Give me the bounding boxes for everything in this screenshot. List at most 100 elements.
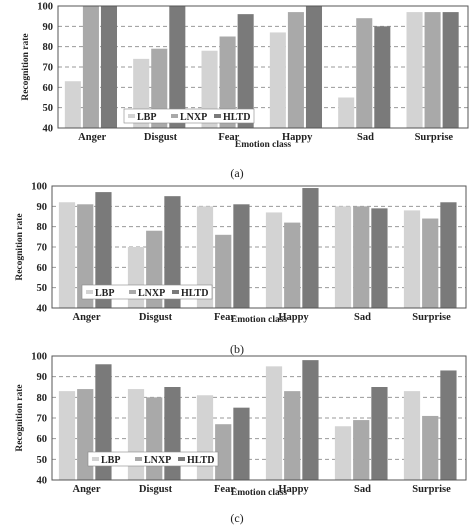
x-tick-label: Sad xyxy=(354,484,371,495)
y-tick-label: 40 xyxy=(37,476,48,487)
bar-lnxp-surprise xyxy=(422,218,439,308)
x-tick-label: Disgust xyxy=(144,132,178,143)
x-tick-label: Surprise xyxy=(412,312,451,323)
bar-lnxp-fear xyxy=(215,234,232,308)
y-axis-title: Recognition rate xyxy=(15,213,25,280)
x-tick-label: Fear xyxy=(214,312,235,323)
bar-lbp-surprise xyxy=(406,12,423,129)
bar-lnxp-fear xyxy=(215,424,232,480)
x-tick-label: Happy xyxy=(278,484,309,495)
legend: LBP LNXP HLTD xyxy=(87,451,219,467)
chart-panel-2: 40 50 60 70 80 90 100 Anger Disgust Fear Happy Sad S… xyxy=(15,182,467,356)
bar-hltd-disgust xyxy=(164,196,181,308)
y-tick-label: 60 xyxy=(37,263,48,274)
y-tick-label: 100 xyxy=(31,182,47,193)
x-axis-title: Emotion class xyxy=(231,315,288,325)
y-tick-label: 80 xyxy=(43,42,54,53)
y-tick-label: 70 xyxy=(37,243,48,254)
y-tick-label: 80 xyxy=(37,222,48,233)
bar-lnxp-anger xyxy=(77,389,94,480)
y-tick-label: 80 xyxy=(37,393,48,404)
chart-panel-1: 40 50 60 70 80 90 100 Anger Disgust Fear Happy Sad S… xyxy=(21,2,469,180)
bar-lnxp-surprise xyxy=(424,12,441,129)
bar-hltd-sad xyxy=(371,387,388,480)
legend-entry: LBP xyxy=(95,288,114,299)
bar-lbp-fear xyxy=(201,50,218,128)
legend-entry: HLTD xyxy=(181,288,208,299)
y-tick-label: 60 xyxy=(37,434,48,445)
plot-frame xyxy=(57,5,469,129)
x-tick-label: Surprise xyxy=(412,484,451,495)
y-axis-title: Recognition rate xyxy=(21,33,31,100)
y-tick-label: 100 xyxy=(37,2,53,13)
legend: LBP LNXP HLTD xyxy=(123,108,255,124)
y-tick-label: 100 xyxy=(31,352,47,363)
y-tick-label: 70 xyxy=(43,63,54,74)
y-tick-label: 50 xyxy=(43,103,54,114)
legend-swatch xyxy=(128,114,135,118)
x-tick-label: Anger xyxy=(73,312,101,323)
legend: LBP LNXP HLTD xyxy=(81,284,213,300)
bar-lbp-anger xyxy=(58,391,76,480)
bar-lbp-anger xyxy=(64,81,81,128)
bar-lbp-anger xyxy=(58,202,76,308)
y-tick-label: 50 xyxy=(37,455,48,466)
legend-entry: HLTD xyxy=(223,112,250,123)
bar-hltd-disgust xyxy=(169,6,186,128)
bar-lbp-happy xyxy=(265,212,283,308)
y-tick-label: 90 xyxy=(37,372,48,383)
legend-entry: LBP xyxy=(137,112,156,123)
panel-label: (b) xyxy=(230,342,244,356)
legend-swatch xyxy=(92,457,99,461)
bar-lbp-sad xyxy=(334,426,352,480)
plot-frame xyxy=(51,185,467,309)
y-tick-label: 90 xyxy=(37,202,48,213)
bar-lbp-surprise xyxy=(403,391,421,480)
legend-swatch xyxy=(129,290,136,294)
x-tick-label: Surprise xyxy=(415,132,454,143)
legend-box xyxy=(87,451,219,467)
x-tick-label: Happy xyxy=(278,312,309,323)
y-tick-label: 50 xyxy=(37,283,48,294)
legend-entry: LNXP xyxy=(180,112,207,123)
legend-swatch xyxy=(178,457,185,461)
legend-box xyxy=(123,108,255,124)
legend-entry: LNXP xyxy=(138,288,165,299)
legend-swatch xyxy=(171,114,178,118)
bar-hltd-sad xyxy=(374,26,391,128)
legend-swatch xyxy=(214,114,221,118)
bar-hltd-anger xyxy=(100,6,118,128)
bar-hltd-happy xyxy=(305,6,323,128)
y-axis-title: Recognition rate xyxy=(15,384,25,451)
x-tick-label: Disgust xyxy=(139,484,173,495)
legend-swatch xyxy=(135,457,142,461)
bar-lbp-fear xyxy=(196,206,214,308)
bar-lbp-fear xyxy=(196,395,214,480)
bar-lnxp-sad xyxy=(353,206,370,308)
x-tick-label: Anger xyxy=(78,132,106,143)
legend-swatch xyxy=(172,290,179,294)
legend-box xyxy=(81,284,213,300)
bar-lnxp-surprise xyxy=(422,415,439,480)
bar-hltd-anger xyxy=(95,364,112,480)
bar-hltd-fear xyxy=(237,14,254,129)
y-tick-label: 40 xyxy=(37,304,48,315)
x-axis-title: Emotion class xyxy=(235,140,292,150)
x-tick-label: Anger xyxy=(73,484,101,495)
panel-label: (c) xyxy=(230,511,243,525)
y-tick-label: 60 xyxy=(43,83,54,94)
bar-hltd-surprise xyxy=(440,202,457,308)
bar-hltd-surprise xyxy=(442,12,459,129)
bar-lbp-happy xyxy=(265,366,283,480)
bar-hltd-anger xyxy=(95,192,112,308)
bar-lnxp-happy xyxy=(287,12,304,129)
x-tick-label: Happy xyxy=(282,132,313,143)
bar-hltd-fear xyxy=(233,407,250,480)
bar-hltd-fear xyxy=(233,204,250,308)
bar-lbp-disgust xyxy=(127,389,145,480)
bar-lnxp-happy xyxy=(284,391,301,480)
y-tick-label: 70 xyxy=(37,414,48,425)
x-tick-label: Disgust xyxy=(139,312,173,323)
bar-lnxp-disgust xyxy=(151,48,168,129)
